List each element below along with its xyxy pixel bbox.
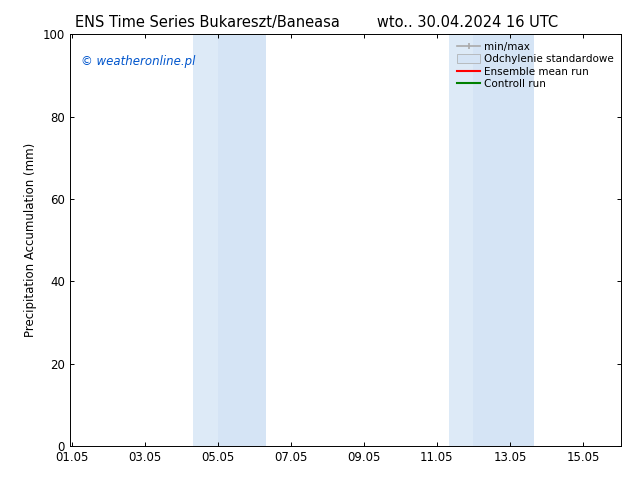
Y-axis label: Precipitation Accumulation (mm): Precipitation Accumulation (mm) (24, 143, 37, 337)
Bar (217, 34, 266, 446)
Bar (193, 34, 217, 446)
Legend: min/max, Odchylenie standardowe, Ensemble mean run, Controll run: min/max, Odchylenie standardowe, Ensembl… (455, 40, 616, 92)
Bar (449, 34, 474, 446)
Text: © weatheronline.pl: © weatheronline.pl (81, 55, 195, 68)
Text: ENS Time Series Bukareszt/Baneasa        wto.. 30.04.2024 16 UTC: ENS Time Series Bukareszt/Baneasa wto.. … (75, 15, 559, 30)
Bar (474, 34, 534, 446)
